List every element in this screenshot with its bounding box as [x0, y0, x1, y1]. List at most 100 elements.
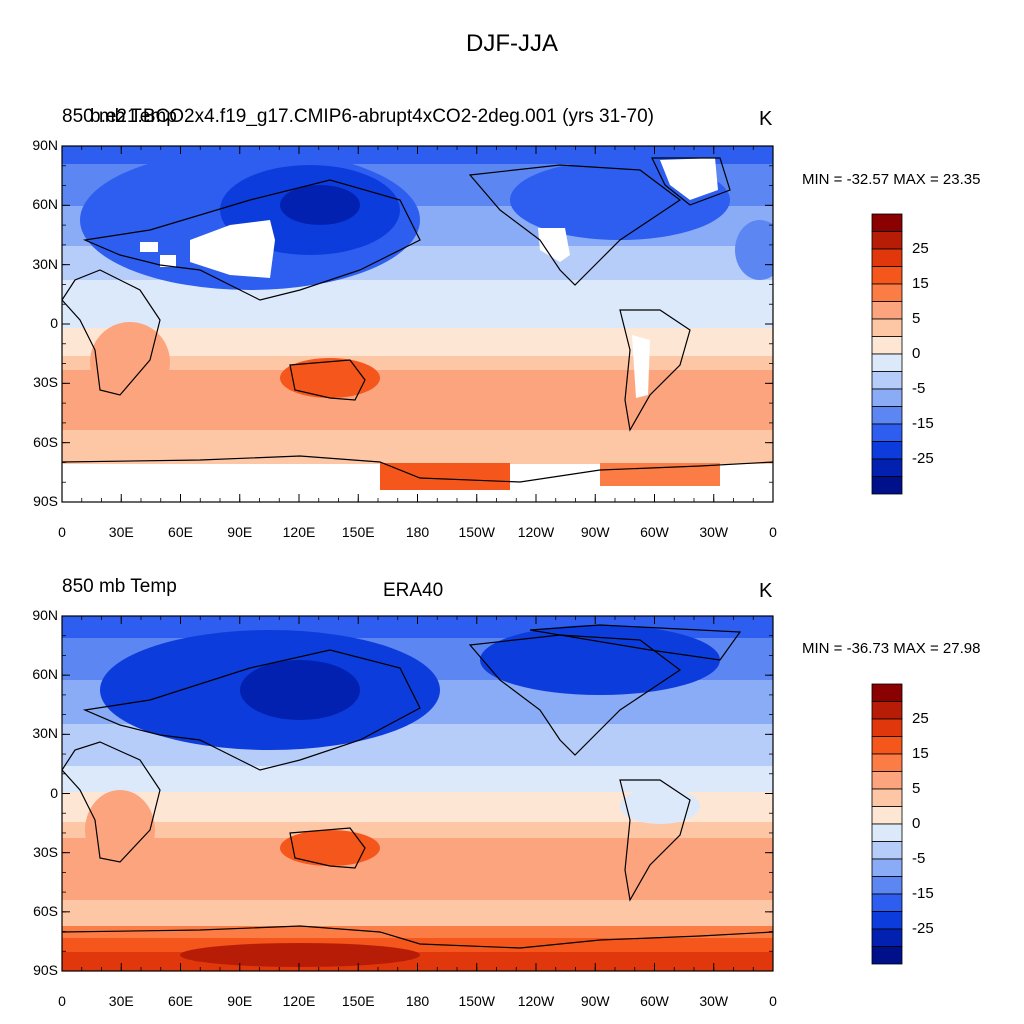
colorbar-swatch: [871, 858, 903, 877]
lon-tick-label: 30W: [699, 524, 729, 540]
lat-tick-label: 60N: [32, 196, 58, 213]
panel2-units: K: [759, 580, 773, 602]
colorbar-swatch: [871, 806, 903, 825]
panel1-minmax: MIN = -32.57 MAX = 23.35: [802, 171, 981, 188]
colorbar-swatch: [871, 318, 903, 337]
lat-tick-label: 30N: [32, 725, 58, 742]
lon-tick-label: 0: [769, 524, 777, 540]
lon-tick-label: 120W: [517, 993, 555, 1009]
lat-tick-label: 60S: [33, 433, 58, 450]
colorbar-label: 25: [912, 710, 929, 727]
lon-tick-label: 30E: [108, 524, 134, 540]
colorbar-swatch: [871, 266, 903, 285]
lon-tick-label: 120W: [517, 524, 555, 540]
lon-tick-label: 90E: [227, 993, 253, 1009]
lon-tick-label: 90W: [580, 993, 610, 1009]
lon-tick-label: 120E: [282, 993, 316, 1009]
panel1-colorbar: [871, 213, 903, 495]
colorbar-label: 15: [912, 275, 929, 292]
lat-tick-label: 0: [50, 784, 58, 801]
colorbar-swatch: [871, 771, 903, 790]
colorbar-swatch: [871, 371, 903, 390]
lon-tick-label: 60W: [640, 524, 669, 540]
lon-tick-label: 120E: [282, 524, 316, 540]
colorbar-label: 15: [912, 745, 929, 762]
figure-title: DJF-JJA: [466, 30, 558, 57]
lon-tick-label: 150W: [458, 993, 496, 1009]
colorbar-label: -5: [912, 380, 926, 397]
colorbar-swatch: [871, 753, 903, 772]
lat-tick-label: 30S: [33, 843, 58, 860]
lon-tick-label: 150W: [458, 524, 496, 540]
colorbar-label: -15: [912, 415, 934, 432]
colorbar-swatch: [871, 406, 903, 425]
colorbar-swatch: [871, 701, 903, 720]
panel2-center-label: ERA40: [383, 580, 444, 601]
lat-tick-label: 90S: [33, 962, 58, 978]
panel1-units: K: [759, 108, 773, 130]
colorbar-swatch: [871, 248, 903, 267]
colorbar-swatch: [871, 928, 903, 947]
panel2-left-label: 850 mb Temp: [62, 576, 177, 597]
lon-tick-label: 180: [405, 993, 430, 1009]
panel1-temperature-field: [62, 146, 773, 502]
colorbar-swatch: [871, 336, 903, 355]
colorbar-swatch: [871, 788, 903, 807]
colorbar-swatch: [871, 718, 903, 737]
panel2-temperature-field: [62, 616, 773, 971]
lon-tick-label: 60W: [640, 993, 669, 1009]
lon-tick-label: 150E: [341, 993, 375, 1009]
colorbar-swatch: [871, 213, 903, 232]
colorbar-swatch: [871, 476, 903, 495]
colorbar-label: 0: [912, 815, 921, 832]
lat-tick-label: 60N: [32, 666, 58, 683]
colorbar-swatch: [871, 946, 903, 965]
colorbar-swatch: [871, 458, 903, 477]
panel2-coastlines: [62, 624, 773, 949]
colorbar-swatch: [871, 423, 903, 442]
colorbar-swatch: [871, 911, 903, 930]
lon-tick-label: 30E: [108, 993, 134, 1009]
panel1-center-label: b.e21.BCO2x4.f19_g17.CMIP6-abrupt4xCO2-2…: [90, 106, 654, 127]
lon-tick-label: 0: [58, 524, 66, 540]
colorbar-swatch: [871, 231, 903, 250]
lon-tick-label: 180: [405, 524, 430, 540]
colorbar-label: -25: [912, 920, 934, 937]
panel1-left-label: 850 mb Temp: [62, 106, 177, 127]
colorbar-label: 25: [912, 240, 929, 257]
lat-tick-label: 30N: [32, 255, 58, 272]
lat-tick-label: 0: [50, 315, 58, 331]
colorbar-swatch: [871, 353, 903, 372]
panel2-colorbar: [871, 683, 903, 965]
lat-tick-label: 90N: [32, 607, 58, 623]
lon-tick-label: 0: [58, 993, 66, 1009]
colorbar-swatch: [871, 441, 903, 460]
lon-tick-label: 150E: [341, 524, 375, 540]
lon-tick-label: 90E: [227, 524, 253, 540]
colorbar-label: -5: [912, 850, 926, 867]
panel1-axis-ticks: [61, 145, 774, 503]
lat-tick-label: 90S: [33, 493, 58, 509]
colorbar-label: -25: [912, 450, 934, 467]
lat-tick-label: 30S: [33, 374, 58, 391]
panel2-axis-ticks: [61, 615, 774, 972]
lat-tick-label: 60S: [33, 902, 58, 919]
colorbar-swatch: [871, 823, 903, 842]
lon-tick-label: 0: [769, 993, 777, 1009]
colorbar-swatch: [871, 876, 903, 895]
colorbar-swatch: [871, 388, 903, 407]
colorbar-label: 5: [912, 310, 921, 327]
lon-tick-label: 30W: [699, 993, 729, 1009]
colorbar-swatch: [871, 301, 903, 320]
colorbar-label: 5: [912, 780, 921, 797]
lat-tick-label: 90N: [32, 137, 58, 153]
colorbar-swatch: [871, 841, 903, 860]
colorbar-label: 0: [912, 345, 921, 362]
colorbar-swatch: [871, 283, 903, 302]
colorbar-swatch: [871, 893, 903, 912]
colorbar-swatch: [871, 683, 903, 702]
lon-tick-label: 90W: [580, 524, 610, 540]
lon-tick-label: 60E: [168, 993, 193, 1009]
panel1-coastlines: [62, 157, 773, 483]
